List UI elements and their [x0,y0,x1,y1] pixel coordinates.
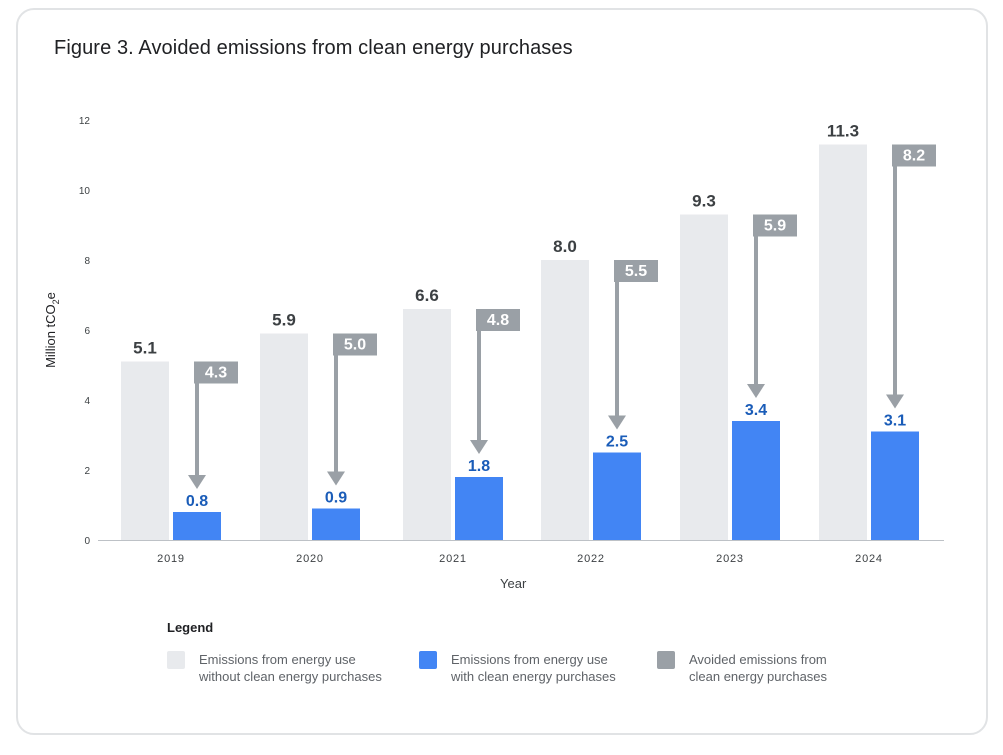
y-tick-label-2: 2 [84,466,90,477]
x-tick-label-2023: 2023 [716,553,744,565]
avoided-label-2021: 4.8 [487,312,509,329]
avoided-label-box-2019 [194,361,238,384]
bar-with-2023 [732,421,780,540]
avoided-arrow-head-2020 [327,471,345,486]
avoided-arrow-head-2021 [470,440,488,454]
data-label-with-2024: 3.1 [884,413,906,430]
legend-label-without: Emissions from energy use without clean … [199,652,382,684]
avoided-arrow-head-2023 [747,384,765,398]
avoided-label-2022: 5.5 [625,263,647,280]
avoided-arrow-head-2019 [188,475,206,489]
y-tick-label-12: 12 [79,116,91,127]
legend-item-without-clean-energy: Emissions from energy use without clean … [167,651,382,685]
bar-with-2024 [871,431,919,540]
y-tick-label-6: 6 [84,326,90,337]
bar-with-2022 [593,452,641,540]
avoided-arrow-head-2022 [608,415,626,430]
bar-without-2022 [541,260,589,540]
avoided-label-box-2020 [333,333,377,356]
data-label-without-2023: 9.3 [692,192,716,211]
legend-swatch-with [419,651,437,669]
avoided-label-box-2024 [892,144,936,167]
bar-without-2021 [403,309,451,540]
data-label-without-2022: 8.0 [553,237,577,256]
avoided-label-box-2021 [476,309,520,331]
x-tick-label-2024: 2024 [855,553,883,565]
data-label-with-2022: 2.5 [606,434,628,451]
bar-without-2020 [260,333,308,540]
legend-item-with-clean-energy: Emissions from energy use with clean ene… [419,651,616,685]
avoided-arrow-shaft-2021 [477,309,481,441]
legend-swatch-without [167,651,185,669]
legend-item-avoided-emissions: Avoided emissions from clean energy purc… [657,651,827,685]
avoided-arrow-shaft-2024 [893,144,897,396]
avoided-label-2023: 5.9 [764,218,786,235]
x-tick-label-2020: 2020 [296,553,324,565]
legend-label-with: Emissions from energy use with clean ene… [451,652,616,684]
data-label-with-2021: 1.8 [468,458,490,475]
avoided-label-2019: 4.3 [205,365,227,382]
bar-without-2019 [121,361,169,540]
y-axis-label-tail: e [43,292,59,300]
y-axis-label-subscript: 2 [50,299,61,305]
avoided-arrow-shaft-2019 [195,361,199,476]
data-label-with-2020: 0.9 [325,490,347,507]
bar-without-2023 [680,214,728,540]
y-tick-label-8: 8 [84,256,90,267]
y-axis-label: Million tCO2e [43,292,61,368]
y-tick-label-4: 4 [84,396,90,407]
y-tick-label-0: 0 [84,536,90,547]
legend-label-avoided: Avoided emissions from clean energy purc… [689,652,828,684]
legend-swatch-avoided [657,651,675,669]
avoided-arrow-head-2024 [886,394,904,409]
avoided-label-2024: 8.2 [903,148,925,165]
legend-title: Legend [167,620,214,635]
bar-with-2021 [455,477,503,540]
data-label-without-2024: 11.3 [827,122,859,141]
data-label-with-2023: 3.4 [745,402,767,419]
x-tick-label-2022: 2022 [577,553,605,565]
data-label-without-2021: 6.6 [415,286,439,305]
avoided-label-box-2022 [614,260,658,282]
data-label-without-2019: 5.1 [133,339,157,358]
data-label-without-2020: 5.9 [272,311,296,330]
bar-with-2020 [312,508,360,540]
x-tick-label-2019: 2019 [157,553,185,565]
bar-with-2019 [173,512,221,540]
x-axis-label: Year [500,576,527,591]
x-tick-label-2021: 2021 [439,553,467,565]
data-label-with-2019: 0.8 [186,493,208,510]
avoided-label-2020: 5.0 [344,337,366,354]
avoided-arrow-shaft-2023 [754,214,758,385]
avoided-label-box-2023 [753,214,797,237]
y-tick-label-10: 10 [79,186,91,197]
avoided-arrow-shaft-2022 [615,260,619,417]
avoided-arrow-shaft-2020 [334,333,338,473]
y-axis-label-main: Million tCO [43,304,59,368]
chart-title: Figure 3. Avoided emissions from clean e… [54,37,573,59]
bar-without-2024 [819,144,867,540]
